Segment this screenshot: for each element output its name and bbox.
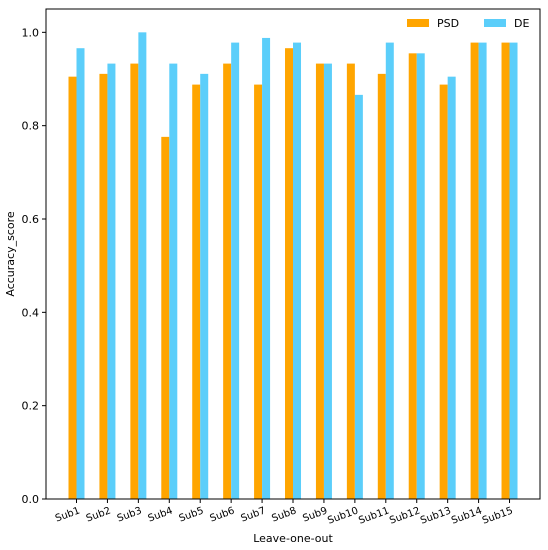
bar-de-sub7 xyxy=(262,37,271,499)
bar-psd-sub15 xyxy=(501,42,510,499)
bar-psd-sub5 xyxy=(192,84,201,499)
bar-psd-sub4 xyxy=(161,136,170,499)
y-axis-title: Accuracy_score xyxy=(4,211,17,297)
bar-psd-sub13 xyxy=(439,84,448,499)
y-tick-label: 0.2 xyxy=(22,400,40,413)
bar-de-sub8 xyxy=(293,42,302,499)
legend-label-psd: PSD xyxy=(437,17,459,30)
bars-group xyxy=(68,32,518,500)
bar-psd-sub11 xyxy=(377,73,386,499)
bar-psd-sub1 xyxy=(68,76,77,500)
bar-psd-sub8 xyxy=(285,48,294,499)
y-tick-label: 0.0 xyxy=(22,493,40,506)
bar-de-sub6 xyxy=(231,42,240,499)
bar-de-sub11 xyxy=(385,42,394,499)
bar-psd-sub12 xyxy=(408,53,417,499)
legend-swatch-de xyxy=(484,19,506,27)
y-tick-label: 0.4 xyxy=(22,306,40,319)
y-axis: 0.0 0.2 0.4 0.6 0.8 1.0 xyxy=(22,26,46,506)
bar-de-sub1 xyxy=(76,48,85,499)
bar-psd-sub7 xyxy=(254,84,263,499)
bar-de-sub9 xyxy=(323,63,332,499)
bar-de-sub5 xyxy=(200,73,209,499)
bar-de-sub13 xyxy=(447,76,456,500)
x-axis-title: Leave-one-out xyxy=(253,532,333,545)
bar-de-sub14 xyxy=(478,42,487,499)
bar-de-sub2 xyxy=(107,63,116,499)
bar-psd-sub10 xyxy=(346,63,355,499)
bar-de-sub10 xyxy=(354,94,363,499)
bar-de-sub4 xyxy=(169,63,178,499)
bar-de-sub12 xyxy=(416,53,425,499)
bar-psd-sub6 xyxy=(223,63,232,499)
legend: PSD DE xyxy=(407,17,529,30)
bar-de-sub15 xyxy=(509,42,518,499)
bar-psd-sub3 xyxy=(130,63,139,499)
bar-psd-sub9 xyxy=(315,63,324,499)
legend-label-de: DE xyxy=(514,17,529,30)
bar-psd-sub14 xyxy=(470,42,479,499)
y-tick-label: 0.8 xyxy=(22,120,40,133)
y-tick-label: 1.0 xyxy=(22,26,40,39)
bar-psd-sub2 xyxy=(99,73,108,499)
legend-swatch-psd xyxy=(407,19,429,27)
plot-frame xyxy=(45,8,541,500)
y-tick-label: 0.6 xyxy=(22,213,40,226)
bar-de-sub3 xyxy=(138,32,147,499)
